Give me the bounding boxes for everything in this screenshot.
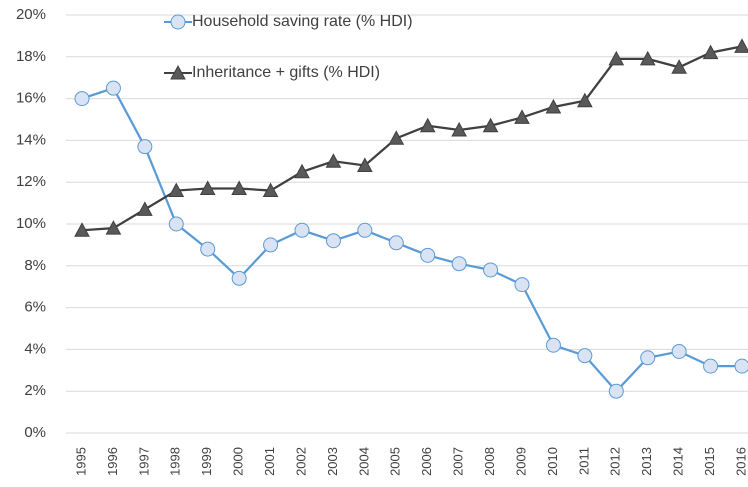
data-point bbox=[262, 182, 279, 198]
data-point bbox=[357, 222, 373, 238]
x-tick-label: 2016 bbox=[733, 447, 748, 476]
x-tick-label: 2009 bbox=[513, 447, 528, 476]
data-point bbox=[199, 180, 216, 195]
data-point bbox=[577, 348, 593, 364]
data-point bbox=[640, 350, 656, 366]
data-point bbox=[734, 358, 748, 374]
y-tick-label: 4% bbox=[24, 340, 46, 357]
y-tick-label: 8% bbox=[24, 257, 46, 274]
data-point bbox=[137, 139, 153, 155]
data-point bbox=[420, 247, 436, 263]
y-tick-label: 6% bbox=[24, 299, 46, 316]
x-tick-label: 2002 bbox=[293, 447, 308, 476]
y-tick-label: 20% bbox=[16, 6, 46, 23]
data-point bbox=[200, 241, 216, 257]
data-point bbox=[514, 109, 530, 124]
data-point bbox=[671, 59, 687, 74]
x-tick-label: 2013 bbox=[639, 447, 654, 476]
data-point bbox=[388, 130, 405, 145]
data-point bbox=[577, 92, 593, 108]
legend-label: Inheritance + gifts (% HDI) bbox=[192, 64, 380, 81]
data-point bbox=[482, 117, 499, 133]
x-tick-label: 2008 bbox=[482, 447, 497, 476]
data-point bbox=[608, 50, 625, 66]
data-point bbox=[388, 235, 404, 251]
data-point bbox=[74, 91, 90, 107]
x-tick-label: 2007 bbox=[451, 447, 466, 476]
data-point bbox=[325, 153, 342, 168]
data-point bbox=[703, 358, 719, 374]
data-point bbox=[263, 237, 279, 253]
data-point bbox=[325, 233, 341, 249]
data-point bbox=[137, 201, 153, 216]
x-tick-label: 1998 bbox=[168, 447, 183, 476]
legend-label: Household saving rate (% HDI) bbox=[192, 13, 413, 30]
data-point bbox=[105, 220, 122, 235]
x-tick-label: 2011 bbox=[576, 447, 591, 475]
x-tick-label: 1995 bbox=[73, 447, 88, 476]
data-point bbox=[451, 256, 467, 272]
data-point bbox=[74, 222, 90, 237]
x-tick-label: 2003 bbox=[325, 447, 340, 476]
data-point bbox=[294, 163, 310, 179]
y-tick-label: 2% bbox=[24, 382, 46, 399]
data-point bbox=[734, 38, 748, 53]
data-point bbox=[451, 121, 467, 137]
series-line bbox=[81, 45, 743, 232]
x-tick-label: 1997 bbox=[136, 447, 151, 476]
x-tick-label: 2014 bbox=[671, 447, 686, 476]
x-tick-label: 2012 bbox=[608, 447, 623, 476]
data-point bbox=[545, 337, 561, 353]
data-point bbox=[514, 277, 530, 293]
x-tick-label: 2000 bbox=[231, 447, 246, 476]
data-point bbox=[231, 270, 247, 286]
y-tick-label: 0% bbox=[24, 424, 46, 441]
data-point bbox=[545, 98, 562, 114]
legend-marker bbox=[170, 64, 186, 80]
data-point bbox=[231, 180, 247, 195]
x-tick-label: 2005 bbox=[388, 447, 403, 476]
y-tick-label: 14% bbox=[16, 131, 46, 148]
x-tick-label: 2006 bbox=[419, 447, 434, 476]
legend-marker bbox=[170, 14, 186, 30]
x-tick-label: 1999 bbox=[199, 447, 214, 476]
y-tick-label: 18% bbox=[16, 48, 46, 65]
data-point bbox=[357, 157, 373, 172]
data-point bbox=[168, 216, 184, 232]
data-point bbox=[168, 182, 185, 198]
y-tick-label: 10% bbox=[16, 215, 46, 232]
y-tick-label: 16% bbox=[16, 90, 46, 107]
data-point bbox=[671, 343, 687, 359]
x-tick-label: 1996 bbox=[105, 447, 120, 476]
y-tick-label: 12% bbox=[16, 173, 46, 190]
data-point bbox=[608, 383, 624, 399]
data-point bbox=[294, 222, 310, 238]
series-line bbox=[81, 86, 742, 393]
x-tick-label: 2010 bbox=[545, 447, 560, 476]
x-tick-label: 2004 bbox=[356, 447, 371, 476]
x-tick-label: 2001 bbox=[262, 447, 277, 476]
data-point bbox=[702, 44, 719, 60]
data-point bbox=[483, 262, 499, 278]
x-tick-label: 2015 bbox=[702, 447, 717, 476]
data-point bbox=[419, 117, 436, 133]
data-point bbox=[639, 50, 656, 66]
data-point bbox=[105, 80, 121, 96]
